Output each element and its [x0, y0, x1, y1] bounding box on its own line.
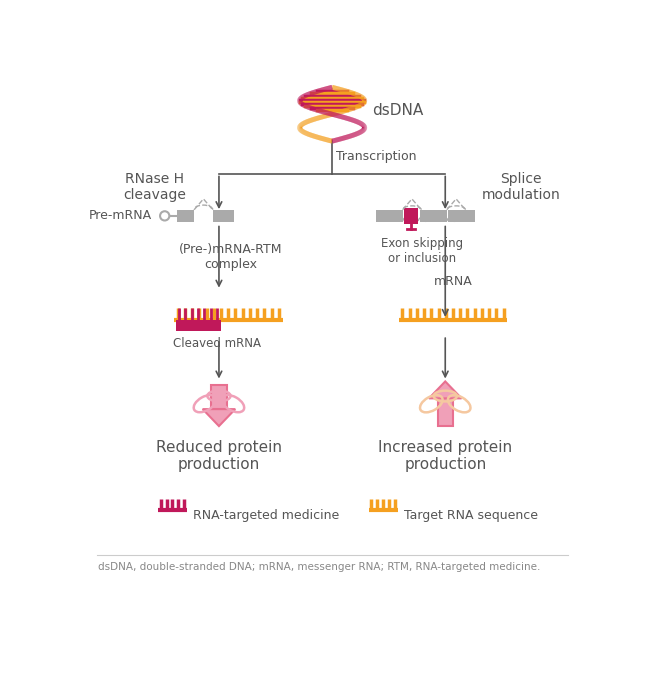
Text: Target RNA sequence: Target RNA sequence [404, 509, 538, 522]
FancyBboxPatch shape [176, 320, 220, 331]
Text: Pre-mRNA: Pre-mRNA [89, 210, 152, 222]
FancyBboxPatch shape [375, 210, 402, 222]
Polygon shape [429, 381, 461, 398]
FancyBboxPatch shape [437, 398, 453, 426]
Circle shape [160, 212, 169, 220]
FancyBboxPatch shape [404, 208, 418, 224]
Text: mRNA: mRNA [434, 275, 472, 288]
Text: dsDNA: dsDNA [373, 103, 424, 118]
FancyBboxPatch shape [177, 210, 194, 222]
Text: RNA-targeted medicine: RNA-targeted medicine [193, 509, 340, 522]
FancyBboxPatch shape [213, 210, 235, 222]
FancyBboxPatch shape [420, 210, 447, 222]
Text: (Pre-)mRNA-RTM
complex: (Pre-)mRNA-RTM complex [179, 243, 283, 270]
Text: Transcription: Transcription [336, 150, 417, 163]
Text: Exon skipping
or inclusion: Exon skipping or inclusion [381, 237, 463, 266]
Text: RNase H
cleavage: RNase H cleavage [123, 172, 186, 203]
FancyBboxPatch shape [211, 385, 227, 409]
Text: Reduced protein
production: Reduced protein production [156, 440, 282, 473]
FancyBboxPatch shape [448, 210, 476, 222]
Polygon shape [203, 409, 235, 426]
Text: Splice
modulation: Splice modulation [482, 172, 561, 203]
Text: Cleaved mRNA: Cleaved mRNA [172, 337, 260, 349]
Text: dsDNA, double-stranded DNA; mRNA, messenger RNA; RTM, RNA-targeted medicine.: dsDNA, double-stranded DNA; mRNA, messen… [98, 562, 540, 573]
Text: Increased protein
production: Increased protein production [378, 440, 513, 473]
